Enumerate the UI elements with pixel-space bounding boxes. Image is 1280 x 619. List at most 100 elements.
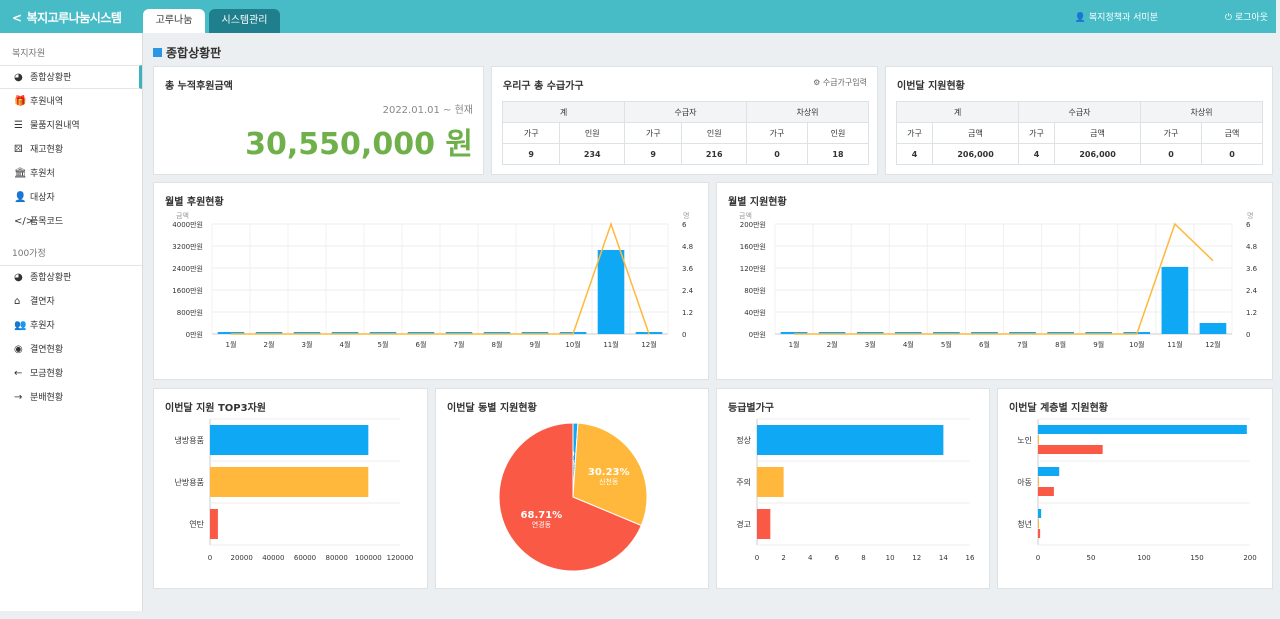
y-tick-label: 냉방용품 xyxy=(175,435,204,445)
table-subheader: 가구 xyxy=(501,122,561,144)
table-cell: 4 xyxy=(1017,143,1056,165)
y2-unit-label: 명 xyxy=(683,211,689,220)
sidebar-item-dashboard[interactable]: ◕ 종합상황판 xyxy=(0,65,142,89)
bar xyxy=(971,332,998,334)
slice-label: 68.71% xyxy=(521,510,563,521)
logout-button[interactable]: ⏻ 로그아웃 xyxy=(1224,13,1268,23)
y-tick-label: 40만원 xyxy=(744,308,766,317)
series-line xyxy=(231,221,650,335)
table-header: 차상위 xyxy=(1140,101,1263,123)
card-title: 월별 지원현황 xyxy=(728,197,787,208)
x-tick-label: 11월 xyxy=(603,340,618,349)
bar xyxy=(1038,435,1039,444)
bar xyxy=(369,332,397,334)
y2-tick-label: 3.6 xyxy=(1246,265,1258,273)
top-bar: < 복지고루나눔시스템 고루나눔 시스템관리 👤 복지정책과 서미분 ⏻ 로그아웃 xyxy=(0,0,1276,33)
y-tick-label: 4000만원 xyxy=(172,220,203,229)
card-title: 우리구 총 수급가구 xyxy=(503,81,584,92)
y-tick-label: 주의 xyxy=(736,477,751,487)
x-tick-label: 0 xyxy=(208,554,212,562)
x-tick-label: 4월 xyxy=(340,340,351,349)
x-tick-label: 80000 xyxy=(326,554,348,562)
y-tick-label: 2400만원 xyxy=(172,264,203,273)
x-tick-label: 100 xyxy=(1137,554,1150,562)
y-tick-label: 1600만원 xyxy=(172,286,203,295)
sidebar-item-sponsor[interactable]: 🏛 후원처 xyxy=(0,161,142,185)
x-tick-label: 12월 xyxy=(1205,340,1220,349)
tab-system[interactable]: 시스템관리 xyxy=(209,9,280,33)
x-tick-label: 16 xyxy=(966,554,975,562)
x-tick-label: 12 xyxy=(912,554,921,562)
slice-name: 송정동 xyxy=(565,459,585,468)
bar xyxy=(1085,332,1113,334)
x-tick-label: 20000 xyxy=(231,554,253,562)
y2-tick-label: 1.2 xyxy=(682,309,693,317)
table-subheader: 금액 xyxy=(932,122,1019,144)
table-cell: 18 xyxy=(807,143,869,165)
sidebar-item-dashboard-100[interactable]: ◕ 종합상황판 xyxy=(0,265,142,289)
card-title: 월별 후원현황 xyxy=(165,197,224,208)
x-tick-label: 40000 xyxy=(262,554,284,562)
table-cell: 206,000 xyxy=(932,143,1019,165)
sidebar-item-sponsors[interactable]: 👥 후원자 xyxy=(0,313,142,337)
bar xyxy=(1038,509,1042,518)
bar xyxy=(1038,467,1060,476)
sidebar-item-goods[interactable]: ☰ 물품지원내역 xyxy=(0,113,142,137)
arrow-right-icon: → xyxy=(14,392,23,403)
series-line xyxy=(794,222,1214,335)
table-header: 수급자 xyxy=(1018,101,1141,123)
x-tick-label: 10월 xyxy=(565,340,580,349)
table-cell: 206,000 xyxy=(1054,143,1141,165)
sidebar-item-linked[interactable]: ⌂ 결연자 xyxy=(0,289,142,313)
tab-goru[interactable]: 고루나눔 xyxy=(143,9,205,33)
y-tick-label: 80만원 xyxy=(744,286,766,295)
recipient-input-link[interactable]: ⚙ 수급가구입력 xyxy=(813,78,867,87)
bar xyxy=(1038,445,1103,454)
sidebar-item-target[interactable]: 👤 대상자 xyxy=(0,185,142,209)
sidebar-item-fundraising[interactable]: ← 모금현황 xyxy=(0,361,142,385)
bar xyxy=(597,249,625,334)
y-tick-label: 3200만원 xyxy=(172,242,203,251)
x-tick-label: 9월 xyxy=(1093,340,1104,349)
bar xyxy=(780,332,808,334)
table-header: 수급자 xyxy=(624,101,747,123)
x-tick-label: 200 xyxy=(1243,554,1256,562)
bar xyxy=(1038,425,1247,434)
sidebar-item-donations[interactable]: 🎁 후원내역 xyxy=(0,89,142,113)
recipients-table: 계 수급자 차상위 가구 인원 가구 인원 가구 인원 9 234 9 216 0 18 xyxy=(501,101,869,165)
table-subheader: 가구 xyxy=(1017,122,1056,144)
slice-name: 신천동 xyxy=(599,477,619,486)
page-title: 종합상황판 xyxy=(153,44,221,61)
bar xyxy=(1199,323,1227,334)
y-unit-label: 금액 xyxy=(739,212,752,220)
gear-icon: ⚙ xyxy=(813,78,823,87)
brand[interactable]: < 복지고루나눔시스템 xyxy=(12,9,122,26)
bar xyxy=(856,332,884,334)
table-subheader: 금액 xyxy=(1201,122,1263,144)
user-info[interactable]: 👤 복지정책과 서미분 xyxy=(1074,13,1158,23)
x-tick-label: 8 xyxy=(861,554,865,562)
support-table: 계 수급자 차상위 가구 금액 가구 금액 가구 금액 4 206,000 4 206,000 0 0 xyxy=(895,101,1263,165)
table-subheader: 가구 xyxy=(746,122,808,144)
sidebar-item-link-status[interactable]: ◉ 결연현황 xyxy=(0,337,142,361)
x-tick-label: 3월 xyxy=(302,340,313,349)
bar xyxy=(1038,487,1054,496)
table-subheader: 금액 xyxy=(1054,122,1141,144)
x-tick-label: 14 xyxy=(939,554,948,562)
slice-label: 1.06% xyxy=(557,449,592,460)
sidebar-item-distribution[interactable]: → 분배현황 xyxy=(0,385,142,409)
x-tick-label: 5월 xyxy=(941,340,952,349)
sidebar-section-title: 복지자원 xyxy=(12,49,46,59)
x-tick-label: 8월 xyxy=(492,340,503,349)
monthly-support-card: 이번달 지원현황 계 수급자 차상위 가구 금액 가구 금액 가구 금액 4 206,000 4 2… xyxy=(885,66,1273,175)
bar xyxy=(293,332,321,334)
table-subheader: 인원 xyxy=(681,122,747,144)
x-tick-label: 2월 xyxy=(827,340,838,349)
sidebar-item-code[interactable]: </>품목코드 xyxy=(0,209,142,233)
bar xyxy=(407,332,435,334)
slice-name: 연경동 xyxy=(532,520,552,529)
bar xyxy=(757,467,784,497)
y-tick-label: 120만원 xyxy=(740,264,766,273)
sidebar-item-stock[interactable]: ⚄ 재고현황 xyxy=(0,137,142,161)
